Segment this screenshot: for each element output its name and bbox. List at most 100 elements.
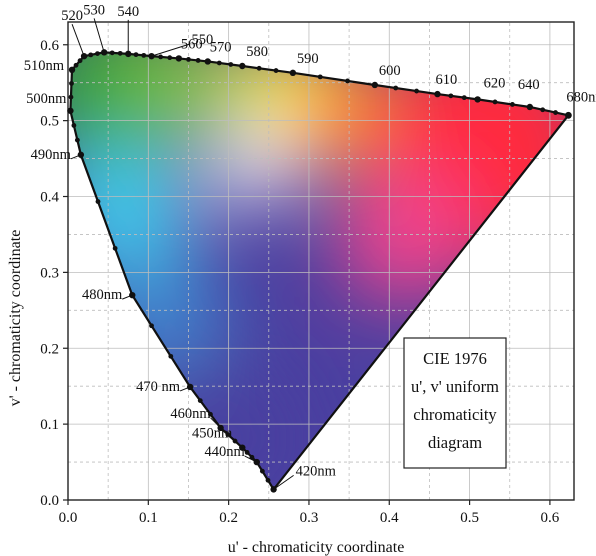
x-tick-label: 0.5 xyxy=(460,510,479,526)
y-axis-title: v' - chromaticity coordinate xyxy=(7,230,24,407)
locus-point xyxy=(117,50,123,56)
y-tick-label: 0.1 xyxy=(40,417,59,433)
locus-point xyxy=(317,74,323,80)
fill-blob-8 xyxy=(212,126,293,207)
locus-point xyxy=(492,99,498,105)
locus-point xyxy=(256,65,262,71)
wavelength-label: 620 xyxy=(484,75,506,91)
wavelength-label: 560 xyxy=(181,36,203,52)
wavelength-label: 440nm xyxy=(204,444,245,460)
x-tick-label: 0.4 xyxy=(380,510,399,526)
wavelength-label: 450nm xyxy=(192,426,233,442)
locus-point xyxy=(69,81,74,86)
wavelength-leader xyxy=(151,43,190,57)
locus-point xyxy=(74,137,80,143)
x-tick-label: 0.0 xyxy=(59,510,78,526)
locus-point xyxy=(133,52,139,58)
locus-point xyxy=(448,93,454,99)
locus-point xyxy=(100,49,108,56)
wavelength-leader xyxy=(122,294,133,300)
y-tick-label: 0.2 xyxy=(40,341,59,357)
x-tick-label: 0.1 xyxy=(139,510,158,526)
wavelength-label: 540 xyxy=(117,4,139,20)
wavelength-labels: 420nm 440nm 450nm 460nm 470 nm 480nm 490nm 500n… xyxy=(24,2,596,490)
wavelength-label: 460nm xyxy=(170,406,211,422)
x-tick-label: 0.6 xyxy=(541,510,560,526)
locus-point xyxy=(371,81,379,89)
y-tick-label: 0.6 xyxy=(40,38,59,54)
gamut-fill xyxy=(70,52,569,490)
locus-point xyxy=(95,199,101,204)
locus-point xyxy=(77,58,83,64)
plot-frame xyxy=(67,21,575,501)
locus-point xyxy=(414,88,419,94)
locus-point xyxy=(186,57,191,62)
wavelength-leader xyxy=(210,417,221,429)
wavelength-label: 510nm xyxy=(24,58,65,74)
wavelength-leader xyxy=(93,18,105,53)
y-tick-label: 0.3 xyxy=(40,265,59,281)
wavelength-label: 600 xyxy=(379,63,401,79)
locus-point xyxy=(345,78,350,84)
locus-point xyxy=(434,90,441,98)
wavelength-label: 590 xyxy=(297,51,319,67)
note-line-1: CIE 1976 xyxy=(423,349,487,368)
locus-point xyxy=(149,323,154,329)
y-tick-label: 0.5 xyxy=(40,114,59,130)
wavelength-label: 490nm xyxy=(31,147,72,163)
locus-point xyxy=(540,107,546,113)
locus-point xyxy=(510,102,515,107)
grid xyxy=(68,22,574,500)
wavelength-label: 570 xyxy=(210,39,232,55)
locus-point xyxy=(289,69,297,77)
wavelength-leader xyxy=(273,474,294,490)
x-tick-label: 0.2 xyxy=(219,510,238,526)
locus-point xyxy=(564,111,572,119)
locus-point xyxy=(259,468,265,474)
x-axis-title: u' - chromaticity coordinate xyxy=(228,539,405,556)
wavelength-label: 420nm xyxy=(296,463,337,479)
note-line-3: chromaticity xyxy=(413,405,497,424)
diagram-note: CIE 1976 u', v' uniform chromaticity dia… xyxy=(403,337,507,469)
wavelength-label: 500nm xyxy=(26,91,67,107)
locus-point xyxy=(68,66,76,74)
wavelength-label: 520 xyxy=(61,8,83,24)
locus-point xyxy=(249,454,255,460)
wavelength-leader xyxy=(244,455,257,463)
locus-point xyxy=(71,123,77,128)
locus-point xyxy=(553,110,558,115)
locus-point xyxy=(474,96,481,103)
locus-point xyxy=(461,95,467,101)
locus-point xyxy=(129,291,136,299)
locus-point xyxy=(216,60,222,66)
locus-point xyxy=(141,52,147,58)
wavelength-label: 550 xyxy=(192,32,214,48)
wavelength-leader xyxy=(70,154,82,160)
axis-ticks: 0.0 0.1 0.2 0.3 0.4 0.5 0.6 0.0 0.1 0.2 0.3 0.4 0.5 0… xyxy=(40,38,560,526)
locus-point xyxy=(244,450,250,455)
locus-point xyxy=(208,411,213,417)
locus-point xyxy=(239,62,246,70)
locus-point xyxy=(225,432,231,437)
wavelength-label: 610 xyxy=(435,72,457,88)
wavelength-label: 480nm xyxy=(82,287,123,303)
wavelength-leader xyxy=(71,23,85,57)
wavelength-label: 680nm xyxy=(566,89,596,105)
locus-point xyxy=(167,55,173,61)
locus-point xyxy=(67,107,74,114)
locus-point xyxy=(273,68,279,73)
note-line-4: diagram xyxy=(428,433,482,452)
wavelength-label: 580 xyxy=(246,44,268,60)
locus-point xyxy=(265,477,271,483)
note-box xyxy=(403,337,507,469)
wavelength-label: 470 nm xyxy=(136,379,181,395)
y-tick-label: 0.4 xyxy=(40,190,59,206)
locus-point xyxy=(109,50,115,56)
locus-point xyxy=(204,58,211,65)
locus-point xyxy=(393,85,399,91)
wavelength-label: 640 xyxy=(518,77,540,93)
locus-point xyxy=(77,151,85,158)
locus-point xyxy=(68,94,74,100)
locus-point xyxy=(270,486,277,493)
